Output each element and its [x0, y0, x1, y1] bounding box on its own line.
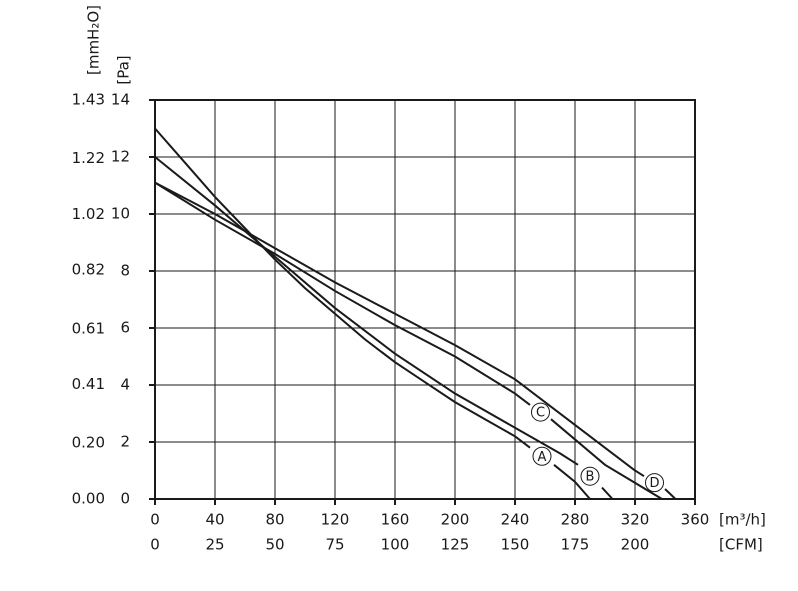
- y-axis-label: [Pa]: [115, 55, 133, 84]
- y-tick-label: 8: [120, 262, 130, 280]
- x2-tick-label: 125: [441, 536, 470, 554]
- x2-tick-label: 25: [205, 536, 224, 554]
- y2-tick-label: 0.41: [72, 375, 105, 393]
- x-tick-label: 320: [621, 511, 650, 529]
- x-tick-label: 0: [150, 511, 160, 529]
- y-tick-label: 12: [111, 148, 130, 166]
- x-tick-label: 200: [441, 511, 470, 529]
- y2-tick-label: 0.20: [72, 434, 105, 452]
- curve-label-circle: [580, 466, 600, 486]
- curve-label: A: [538, 450, 547, 465]
- x-tick-label: 240: [501, 511, 530, 529]
- y2-axis-label: [mmH₂O]: [85, 5, 103, 75]
- curve-label-circle: [645, 473, 664, 493]
- plot-frame: [154, 99, 696, 500]
- x-tick-label: 360: [681, 511, 710, 529]
- x2-axis-label: [CFM]: [719, 536, 763, 554]
- x2-tick-label: 0: [150, 536, 160, 554]
- x2-tick-label: 200: [621, 536, 650, 554]
- curve-label: C: [536, 406, 545, 421]
- x2-tick-label: 175: [561, 536, 590, 554]
- curve-label-circle: [531, 402, 550, 422]
- x2-tick-label: 50: [265, 536, 284, 554]
- x-tick-label: 160: [381, 511, 410, 529]
- x-tick-label: 120: [321, 511, 350, 529]
- x-tick-label: 280: [561, 511, 590, 529]
- curve: [154, 156, 614, 500]
- y2-tick-label: 0.61: [72, 319, 105, 337]
- y2-tick-label: 1.22: [72, 149, 105, 167]
- y2-tick-label: 0.00: [72, 490, 105, 508]
- curve: [154, 181, 677, 500]
- curve: [154, 181, 663, 500]
- x-tick-label: 40: [205, 511, 224, 529]
- curve-label: B: [586, 470, 595, 485]
- y-tick-label: 6: [120, 319, 130, 337]
- x-tick-label: 80: [265, 511, 284, 529]
- curve: [154, 127, 591, 500]
- x-axis-label: [m³/h]: [719, 511, 766, 529]
- y2-tick-label: 1.43: [72, 91, 105, 109]
- x2-tick-label: 100: [381, 536, 410, 554]
- y2-tick-label: 1.02: [72, 205, 105, 223]
- y-tick-label: 14: [111, 91, 130, 109]
- y-tick-label: 0: [120, 490, 130, 508]
- y-tick-label: 10: [111, 205, 130, 223]
- curve-label-circle: [532, 446, 552, 466]
- y-tick-label: 4: [120, 376, 130, 394]
- curve-label: D: [649, 476, 659, 491]
- y-tick-label: 2: [120, 433, 130, 451]
- x2-tick-label: 150: [501, 536, 530, 554]
- y2-tick-label: 0.82: [72, 261, 105, 279]
- x2-tick-label: 75: [325, 536, 344, 554]
